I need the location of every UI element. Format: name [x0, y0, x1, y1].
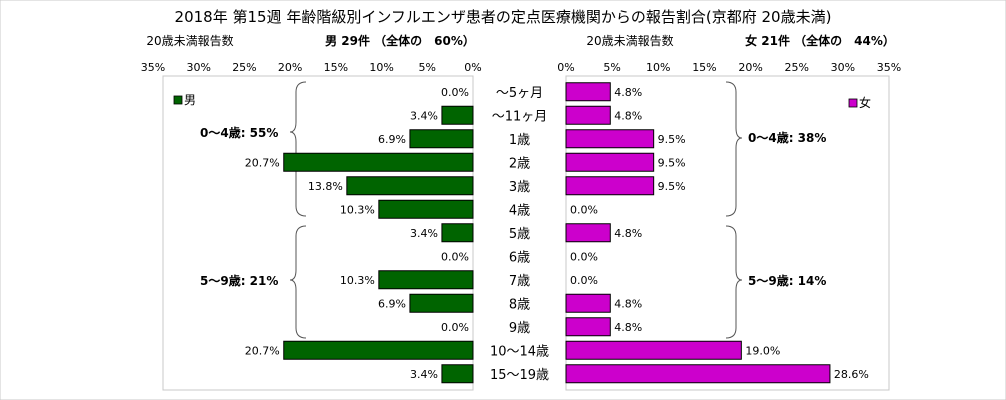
- female-legend-swatch: [848, 98, 858, 108]
- male-bar: [441, 105, 474, 125]
- male-value-label: 0.0%: [441, 321, 469, 334]
- male-value-label: 13.8%: [308, 180, 343, 193]
- male-value-label: 3.4%: [410, 109, 438, 122]
- category-label: 5歳: [509, 227, 530, 242]
- female-tick-label: 5%: [603, 61, 620, 74]
- category-label: 6歳: [509, 250, 530, 265]
- category-label: 3歳: [509, 180, 530, 195]
- male-value-label: 20.7%: [245, 344, 280, 357]
- male-value-label: 6.9%: [378, 297, 406, 310]
- female-value-label: 4.8%: [614, 86, 642, 99]
- female-bar: [565, 129, 655, 149]
- female-bar: [565, 105, 611, 125]
- male-0-4-annotation: 0〜4歳: 55%: [200, 125, 278, 140]
- male-bar: [441, 223, 474, 243]
- female-value-label: 9.5%: [658, 180, 686, 193]
- female-tick-label: 25%: [784, 61, 808, 74]
- female-bar: [565, 152, 655, 172]
- male-value-label: 20.7%: [245, 156, 280, 169]
- female-0-4-annotation: 0〜4歳: 38%: [748, 130, 826, 145]
- right-subtitle: 20歳未満報告数: [586, 33, 673, 48]
- category-label: 〜5ヶ月: [496, 86, 543, 101]
- male-legend-swatch: [173, 95, 183, 105]
- category-label: 8歳: [509, 297, 530, 312]
- female-value-label: 0.0%: [570, 250, 598, 263]
- female-5-9-brace: [725, 225, 743, 339]
- female-value-label: 4.8%: [614, 297, 642, 310]
- female-value-label: 9.5%: [658, 133, 686, 146]
- male-bar: [283, 152, 474, 172]
- male-0-4-brace: [289, 81, 307, 217]
- female-bar: [565, 317, 611, 337]
- male-bar: [378, 270, 474, 290]
- category-label: 10〜14歳: [490, 344, 549, 359]
- category-label: 4歳: [509, 203, 530, 218]
- male-heading: 男 29件 （全体の 60%）: [325, 33, 475, 48]
- male-bar: [441, 364, 474, 384]
- category-label: 9歳: [509, 321, 530, 336]
- category-label: 15〜19歳: [490, 368, 549, 383]
- female-tick-label: 20%: [738, 61, 762, 74]
- chart-title: 2018年 第15週 年齢階級別インフルエンザ患者の定点医療機関からの報告割合(…: [175, 8, 832, 26]
- bars-layer: 〜5ヶ月 0.0% 4.8% 〜11ヶ月 3.4% 4.8% 1歳 6.9% 9.5% 2歳 20.…: [245, 82, 869, 384]
- male-value-label: 3.4%: [410, 227, 438, 240]
- male-bar: [283, 340, 474, 360]
- female-bar: [565, 223, 611, 243]
- male-tick-label: 15%: [324, 61, 348, 74]
- female-bar: [565, 82, 611, 102]
- female-value-label: 0.0%: [570, 203, 598, 216]
- female-value-label: 4.8%: [614, 321, 642, 334]
- male-tick-label: 20%: [278, 61, 302, 74]
- male-bar: [409, 129, 474, 149]
- female-legend-label: 女: [859, 95, 871, 110]
- category-label: 7歳: [509, 274, 530, 289]
- female-value-label: 9.5%: [658, 156, 686, 169]
- female-value-label: 0.0%: [570, 274, 598, 287]
- female-value-label: 4.8%: [614, 227, 642, 240]
- male-bar: [378, 199, 474, 219]
- female-tick-label: 30%: [831, 61, 855, 74]
- male-bar: [346, 176, 474, 196]
- female-bar: [565, 176, 655, 196]
- male-value-label: 6.9%: [378, 133, 406, 146]
- female-value-label: 4.8%: [614, 109, 642, 122]
- left-subtitle: 20歳未満報告数: [146, 33, 233, 48]
- male-5-9-annotation: 5〜9歳: 21%: [200, 273, 278, 288]
- male-axis-ticks: 35% 30% 25% 20% 15% 10% 5% 0%: [141, 61, 482, 74]
- category-label: 2歳: [509, 156, 530, 171]
- male-tick-label: 30%: [186, 61, 210, 74]
- female-tick-label: 35%: [877, 61, 901, 74]
- female-tick-label: 15%: [692, 61, 716, 74]
- male-tick-label: 5%: [419, 61, 436, 74]
- female-legend: 女: [848, 95, 871, 110]
- female-axis-ticks: 0% 5% 10% 15% 20% 25% 30% 35%: [557, 61, 901, 74]
- male-tick-label: 0%: [464, 61, 481, 74]
- female-bar: [565, 293, 611, 313]
- female-5-9-annotation: 5〜9歳: 14%: [748, 273, 826, 288]
- male-5-9-brace: [289, 225, 307, 339]
- female-heading: 女 21件 （全体の 44%）: [745, 33, 895, 48]
- male-tick-label: 25%: [232, 61, 256, 74]
- male-value-label: 10.3%: [340, 274, 375, 287]
- male-tick-label: 10%: [369, 61, 393, 74]
- male-value-label: 0.0%: [441, 250, 469, 263]
- male-legend: 男: [173, 93, 196, 107]
- category-label: 〜11ヶ月: [492, 109, 548, 124]
- female-value-label: 19.0%: [745, 344, 780, 357]
- category-label: 1歳: [509, 133, 530, 148]
- female-bar: [565, 364, 831, 384]
- male-value-label: 10.3%: [340, 203, 375, 216]
- male-tick-label: 35%: [141, 61, 165, 74]
- male-legend-label: 男: [184, 93, 196, 107]
- female-0-4-brace: [725, 81, 743, 217]
- female-bar: [565, 340, 742, 360]
- female-tick-label: 10%: [646, 61, 670, 74]
- male-bar: [409, 293, 474, 313]
- female-tick-label: 0%: [557, 61, 574, 74]
- female-value-label: 28.6%: [834, 368, 869, 381]
- male-value-label: 3.4%: [410, 368, 438, 381]
- male-value-label: 0.0%: [441, 86, 469, 99]
